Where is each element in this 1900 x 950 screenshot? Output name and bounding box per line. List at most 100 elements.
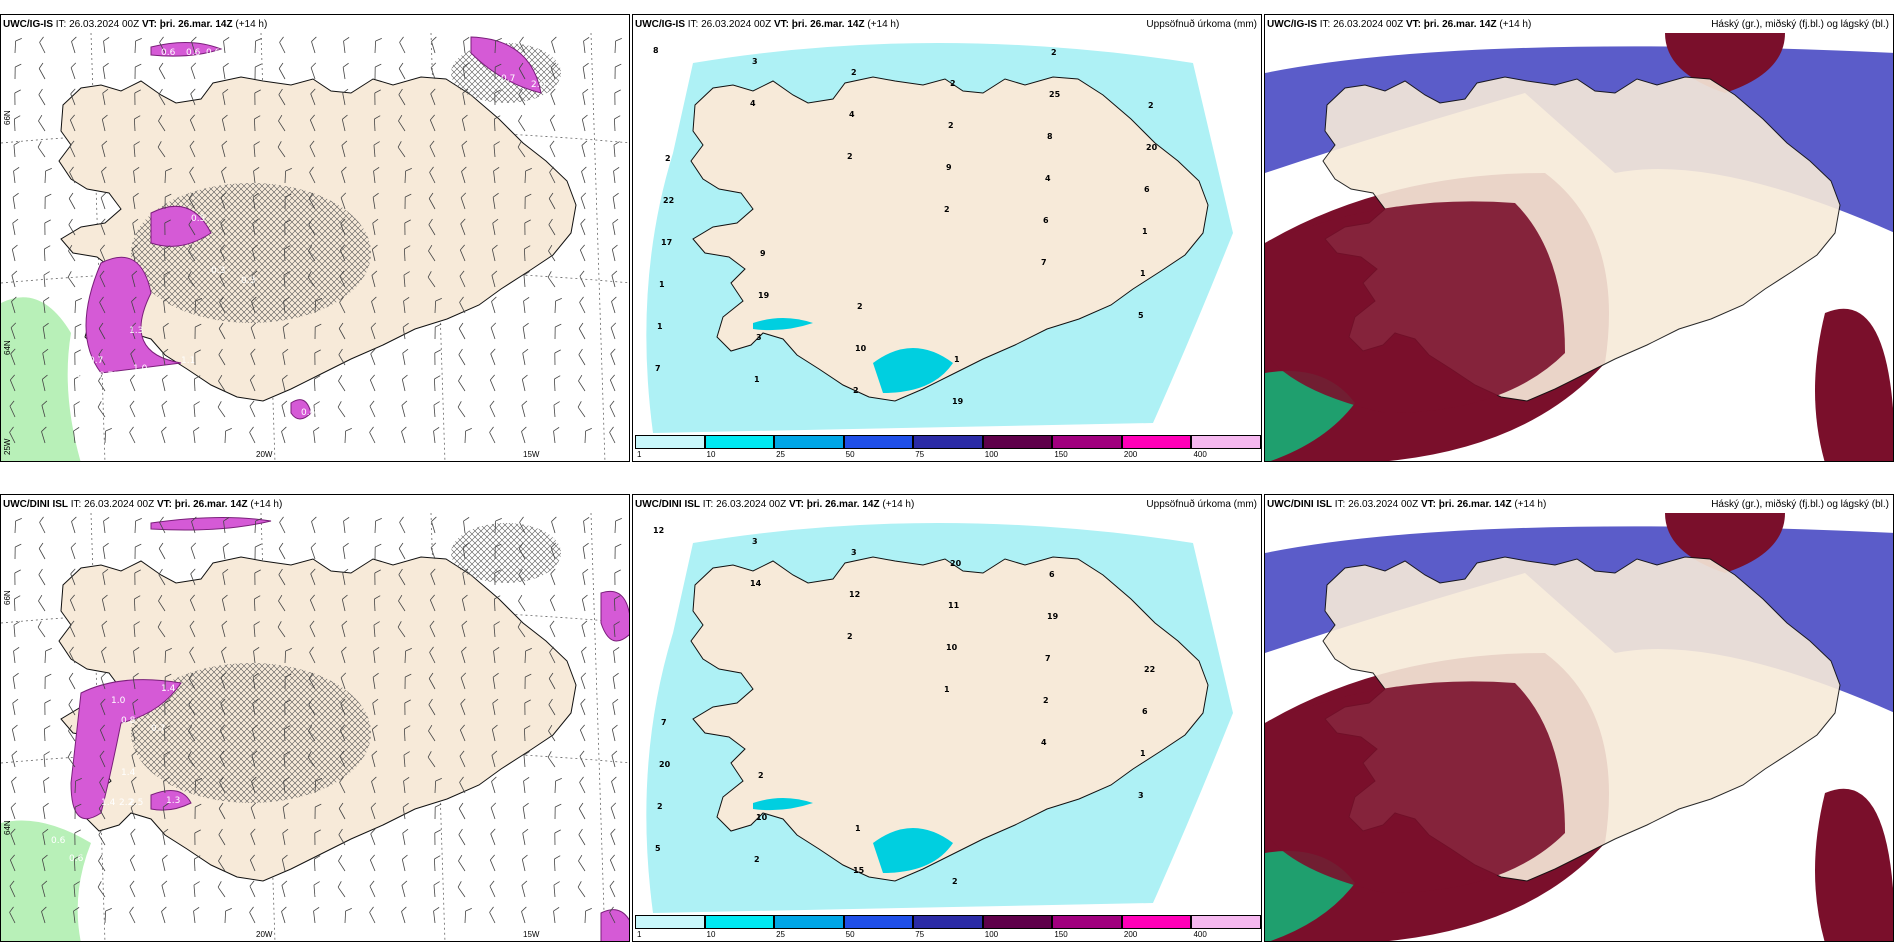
wind-barb xyxy=(307,271,316,288)
wind-barb xyxy=(249,906,256,924)
snow-hatch-area xyxy=(131,663,371,803)
wind-barb xyxy=(194,803,202,820)
wind-barb xyxy=(493,647,500,664)
it-value: 26.03.2024 00Z xyxy=(701,19,772,30)
precip-total-label: 7 xyxy=(661,718,667,727)
model-name: UWC/DINI ISL xyxy=(3,499,68,510)
wind-barb xyxy=(131,776,137,794)
wind-barb xyxy=(613,167,620,184)
wind-barb xyxy=(223,517,230,534)
wind-barb xyxy=(14,63,22,80)
precip-total-label: 20 xyxy=(1146,143,1158,152)
wind-barb xyxy=(309,114,316,132)
wind-barb xyxy=(524,673,532,690)
wind-barb xyxy=(490,802,497,820)
wind-barb xyxy=(398,542,406,560)
wind-barb xyxy=(458,854,466,872)
wind-barb xyxy=(98,374,106,392)
wind-barb xyxy=(341,620,348,638)
wind-barb xyxy=(313,375,321,392)
wind-barb xyxy=(71,516,77,534)
snow-precip-area xyxy=(85,256,182,374)
wind-barb xyxy=(41,880,48,898)
precip-total-label: 1 xyxy=(754,375,760,384)
wind-barb xyxy=(188,672,196,690)
wind-barb xyxy=(38,88,46,106)
snow-precip-area xyxy=(70,679,182,820)
snow-hatch-area xyxy=(451,523,561,583)
wind-barb xyxy=(433,881,440,898)
wind-barb xyxy=(163,725,171,742)
wind-barb xyxy=(614,89,621,106)
wind-barb xyxy=(579,724,586,742)
wind-barb xyxy=(224,907,232,924)
wind-barb xyxy=(370,348,376,366)
wind-barb xyxy=(581,166,587,184)
precip-total-label: 10 xyxy=(855,344,867,353)
wind-barb xyxy=(489,854,496,872)
colorbar-tick-label: 400 xyxy=(1193,450,1207,459)
wind-barb xyxy=(553,375,561,392)
wind-barb xyxy=(284,219,291,236)
wind-barb xyxy=(401,426,407,444)
wind-barb xyxy=(222,542,229,560)
wind-barb xyxy=(577,401,586,418)
wind-barb xyxy=(614,543,622,560)
wind-barb xyxy=(344,907,352,924)
wind-barb xyxy=(519,36,526,54)
panel-title: Háský (gr.), miðský (fj.bl.) og lágský (… xyxy=(1711,499,1889,510)
it-value: 26.03.2024 00Z xyxy=(1333,19,1404,30)
wind-barb xyxy=(188,724,196,742)
wind-barb xyxy=(41,426,47,444)
wind-barb xyxy=(373,621,380,638)
wind-barb xyxy=(102,88,109,106)
wind-barb xyxy=(219,776,226,794)
wind-barb xyxy=(459,244,466,262)
snow-precip-area xyxy=(150,41,223,57)
wind-barb xyxy=(253,621,260,638)
wind-barb xyxy=(373,115,381,132)
wind-barb xyxy=(68,672,76,690)
wind-barb xyxy=(221,140,228,158)
wind-barb xyxy=(189,140,196,158)
wind-barb xyxy=(581,140,588,158)
wind-barb xyxy=(374,89,381,106)
wind-barb xyxy=(428,672,436,690)
wind-barb xyxy=(399,36,406,54)
wind-barb xyxy=(402,802,409,820)
wind-barb xyxy=(11,776,17,794)
wind-barb xyxy=(68,698,76,716)
wind-barb xyxy=(163,271,170,288)
wind-barb xyxy=(102,62,109,80)
wind-barb xyxy=(314,297,322,314)
wind-barb xyxy=(131,750,138,768)
wind-barb xyxy=(579,270,586,288)
wind-barb xyxy=(252,672,259,690)
wind-barb xyxy=(463,517,470,534)
wind-barb xyxy=(518,594,526,612)
precip-shading-heavy xyxy=(753,318,813,331)
wind-barb xyxy=(373,167,380,184)
wind-barb xyxy=(434,777,442,794)
precip-type-map: 0.6 0.6 0.60.72.00.50.30.31.30.71.01.11.20… xyxy=(1,33,629,461)
wind-barb xyxy=(458,828,466,846)
wind-barb xyxy=(10,322,17,340)
wind-barb xyxy=(613,647,620,664)
wind-barb xyxy=(103,517,110,534)
wind-barb xyxy=(579,244,586,262)
wind-barb xyxy=(342,542,349,560)
vt-value: þri. 26.mar. 14Z xyxy=(1438,499,1512,510)
wind-barb xyxy=(38,542,46,560)
wind-barb xyxy=(609,880,616,898)
precip-total-label: 2 xyxy=(948,121,954,130)
wind-barb xyxy=(161,374,168,392)
wind-barb xyxy=(428,698,436,716)
wind-barb xyxy=(217,401,226,418)
wind-barb xyxy=(611,776,617,794)
wind-barb xyxy=(97,881,106,898)
wind-barb xyxy=(133,115,141,132)
wind-barb xyxy=(159,36,166,54)
wind-barb xyxy=(254,569,261,586)
wind-barb xyxy=(524,167,532,184)
wind-barb xyxy=(38,594,46,612)
